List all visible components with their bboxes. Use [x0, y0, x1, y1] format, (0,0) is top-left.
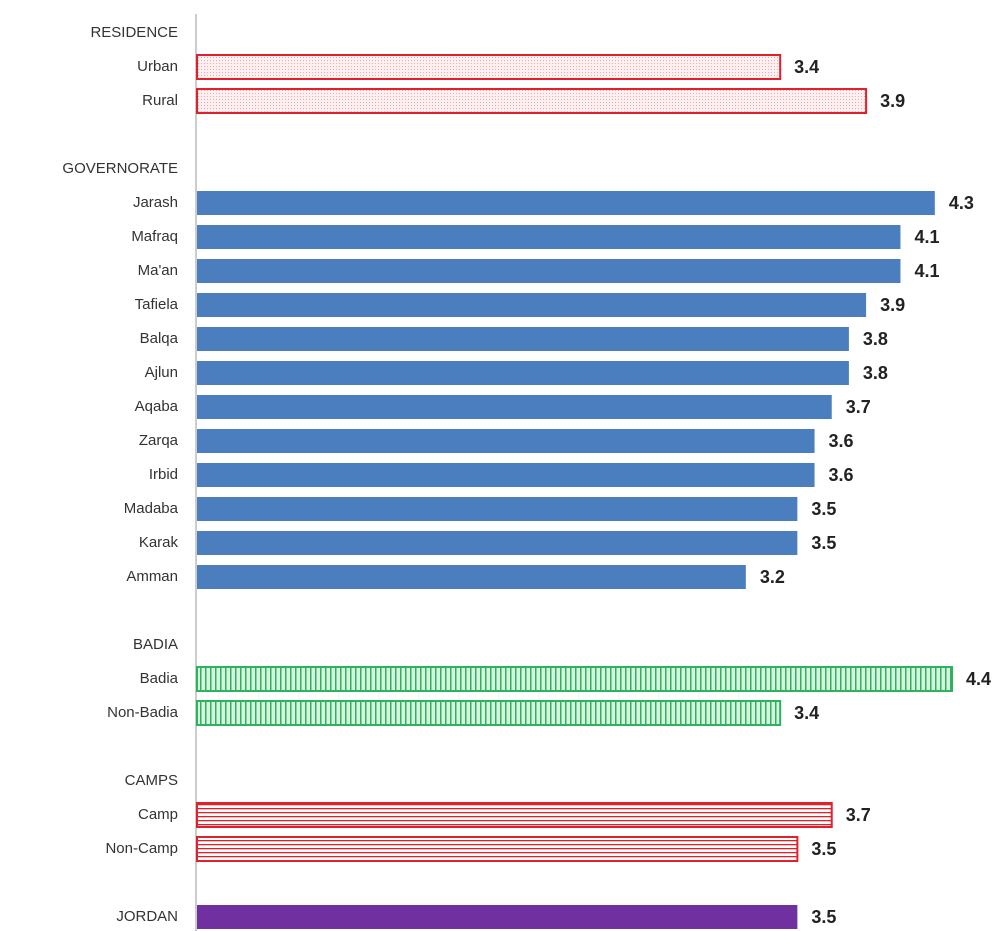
value-label: 3.5 — [811, 907, 836, 927]
bar — [196, 836, 799, 862]
bar — [197, 429, 815, 453]
category-label: Aqaba — [135, 398, 179, 415]
bar — [197, 463, 815, 487]
bar — [197, 531, 798, 555]
group-label: RESIDENCE — [90, 24, 178, 41]
category-label: Madaba — [124, 500, 179, 517]
bar — [196, 802, 833, 828]
value-label: 3.6 — [829, 431, 854, 451]
category-label: Jarash — [133, 194, 178, 211]
category-label: Camp — [138, 806, 178, 823]
value-label: 4.4 — [966, 669, 991, 689]
category-label: Amman — [126, 568, 178, 585]
bar — [196, 700, 782, 726]
value-label: 3.4 — [794, 703, 819, 723]
bar — [196, 666, 953, 692]
bar — [197, 565, 746, 589]
value-label: 3.7 — [846, 805, 871, 825]
category-label: Irbid — [149, 466, 178, 483]
category-label: Balqa — [140, 330, 179, 347]
category-label: Urban — [137, 58, 178, 75]
value-label: 4.1 — [914, 261, 939, 281]
category-label: Ajlun — [145, 364, 178, 381]
group-label: BADIA — [133, 636, 178, 653]
category-label: Ma'an — [138, 262, 178, 279]
value-label: 3.4 — [794, 57, 819, 77]
value-label: 3.9 — [880, 295, 905, 315]
bar — [197, 327, 849, 351]
value-label: 3.2 — [760, 567, 785, 587]
value-label: 4.1 — [914, 227, 939, 247]
category-label: Non-Badia — [107, 704, 179, 721]
bar — [197, 293, 867, 317]
category-label: JORDAN — [116, 908, 178, 925]
group-label: GOVERNORATE — [62, 160, 178, 177]
bar — [197, 395, 832, 419]
category-label: Badia — [140, 670, 179, 687]
bar — [197, 259, 901, 283]
bar — [196, 54, 782, 80]
category-label: Karak — [139, 534, 179, 551]
category-label: Tafiela — [135, 296, 179, 313]
bar — [197, 225, 901, 249]
bar — [197, 905, 798, 929]
group-label: CAMPS — [125, 772, 178, 789]
value-label: 3.8 — [863, 329, 888, 349]
value-label: 3.8 — [863, 363, 888, 383]
category-label: Mafraq — [131, 228, 178, 245]
value-label: 3.5 — [811, 839, 836, 859]
value-label: 3.7 — [846, 397, 871, 417]
bar — [197, 361, 849, 385]
bar — [196, 88, 868, 114]
bar — [197, 497, 798, 521]
value-label: 3.9 — [880, 91, 905, 111]
value-label: 3.6 — [829, 465, 854, 485]
value-label: 3.5 — [811, 533, 836, 553]
value-label: 4.3 — [949, 193, 974, 213]
category-label: Zarqa — [139, 432, 179, 449]
bar — [197, 191, 935, 215]
category-label: Non-Camp — [105, 840, 178, 857]
category-label: Rural — [142, 92, 178, 109]
value-label: 3.5 — [811, 499, 836, 519]
